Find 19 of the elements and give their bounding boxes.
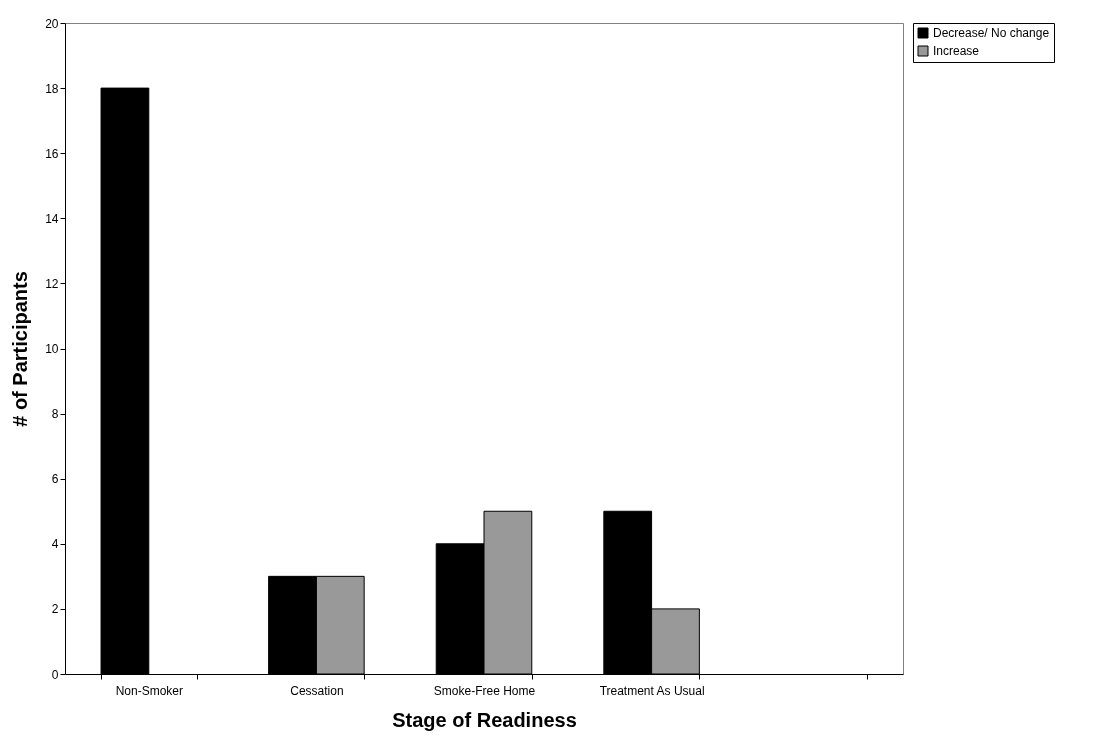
y-tick-label: 0 bbox=[51, 667, 59, 682]
legend-label: Decrease/ No change bbox=[933, 26, 1050, 40]
y-tick-label: 18 bbox=[45, 81, 59, 96]
y-tick-label: 4 bbox=[51, 537, 59, 552]
x-axis-title: Stage of Readiness bbox=[392, 708, 577, 731]
y-tick-label: 8 bbox=[51, 407, 59, 422]
y-tick-label: 14 bbox=[45, 211, 59, 226]
y-axis-title: # of Participants bbox=[9, 271, 32, 427]
x-tick-label: Smoke-Free Home bbox=[433, 683, 536, 698]
x-tick-label: Non-Smoker bbox=[115, 683, 183, 698]
x-tick-label: Treatment As Usual bbox=[599, 683, 705, 698]
legend-label: Increase bbox=[933, 44, 980, 58]
y-tick-label: 6 bbox=[51, 472, 59, 487]
x-tick-label: Cessation bbox=[290, 683, 344, 698]
y-tick-label: 20 bbox=[45, 16, 59, 31]
y-tick-label: 2 bbox=[51, 602, 59, 617]
y-tick-label: 10 bbox=[45, 342, 59, 356]
y-tick-label: 12 bbox=[45, 276, 59, 291]
y-tick-label: 16 bbox=[45, 146, 59, 161]
